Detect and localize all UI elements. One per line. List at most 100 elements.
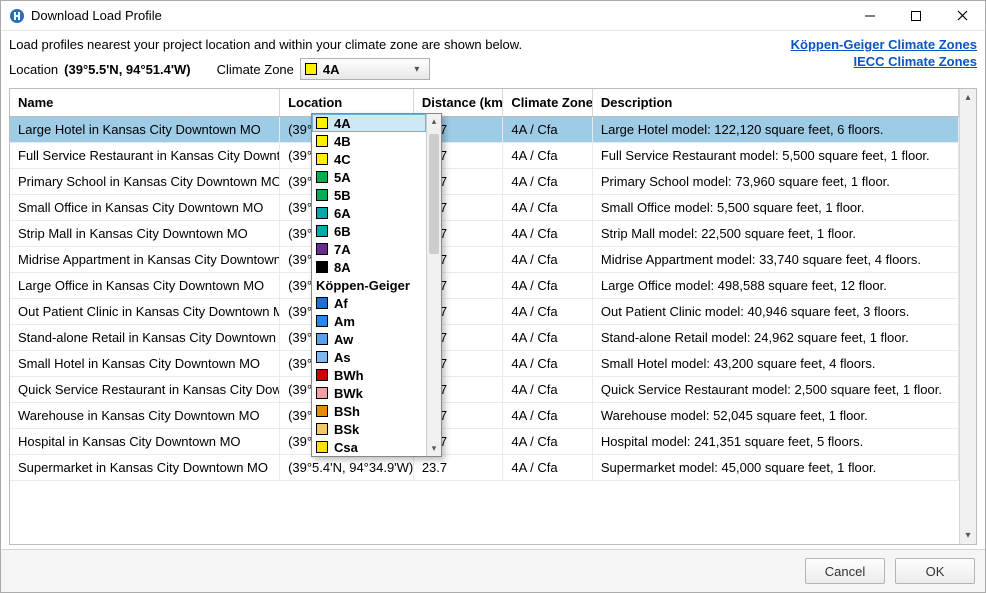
dropdown-item[interactable]: Am xyxy=(312,312,426,330)
scroll-down-icon[interactable]: ▾ xyxy=(427,441,441,456)
table-row[interactable]: Large Hotel in Kansas City Downtown MO(3… xyxy=(10,117,959,143)
cell-name: Midrise Appartment in Kansas City Downto… xyxy=(10,247,280,273)
koppen-link[interactable]: Köppen-Geiger Climate Zones xyxy=(791,37,977,52)
dropdown-item[interactable]: 6B xyxy=(312,222,426,240)
dropdown-item[interactable]: 5A xyxy=(312,168,426,186)
ok-button[interactable]: OK xyxy=(895,558,975,584)
dropdown-section-header: Köppen-Geiger xyxy=(312,276,426,294)
dropdown-item-label: 4C xyxy=(334,152,351,167)
col-header-description[interactable]: Description xyxy=(592,89,958,117)
table-row[interactable]: Out Patient Clinic in Kansas City Downto… xyxy=(10,299,959,325)
dropdown-item[interactable]: 6A xyxy=(312,204,426,222)
cell-zone: 4A / Cfa xyxy=(503,117,593,143)
dropdown-item[interactable]: 7A xyxy=(312,240,426,258)
dropdown-item-label: Aw xyxy=(334,332,353,347)
zone-swatch-icon xyxy=(316,225,328,237)
zone-swatch-icon xyxy=(316,261,328,273)
climate-zone-dropdown[interactable]: 4A4B4C5A5B6A6B7A8AKöppen-GeigerAfAmAwAsB… xyxy=(311,113,442,457)
dropdown-item[interactable]: 4B xyxy=(312,132,426,150)
table-row[interactable]: Strip Mall in Kansas City Downtown MO(39… xyxy=(10,221,959,247)
dropdown-item-label: 6A xyxy=(334,206,351,221)
zone-swatch-icon xyxy=(316,189,328,201)
dropdown-item[interactable]: 4C xyxy=(312,150,426,168)
zone-swatch-icon xyxy=(316,441,328,453)
cell-name: Full Service Restaurant in Kansas City D… xyxy=(10,143,280,169)
table-row[interactable]: Primary School in Kansas City Downtown M… xyxy=(10,169,959,195)
zone-swatch-icon xyxy=(316,315,328,327)
dropdown-item-label: BWk xyxy=(334,386,363,401)
cell-name: Quick Service Restaurant in Kansas City … xyxy=(10,377,280,403)
table-row[interactable]: Full Service Restaurant in Kansas City D… xyxy=(10,143,959,169)
cell-zone: 4A / Cfa xyxy=(503,325,593,351)
cancel-button[interactable]: Cancel xyxy=(805,558,885,584)
cell-name: Stand-alone Retail in Kansas City Downto… xyxy=(10,325,280,351)
col-header-zone[interactable]: Climate Zone xyxy=(503,89,593,117)
table-row[interactable]: Quick Service Restaurant in Kansas City … xyxy=(10,377,959,403)
window-title: Download Load Profile xyxy=(31,8,847,23)
scroll-up-icon[interactable]: ▴ xyxy=(960,89,976,106)
table-row[interactable]: Midrise Appartment in Kansas City Downto… xyxy=(10,247,959,273)
scrollbar-thumb[interactable] xyxy=(429,134,439,254)
zone-swatch-icon xyxy=(316,351,328,363)
dropdown-item-label: Af xyxy=(334,296,348,311)
cell-name: Large Office in Kansas City Downtown MO xyxy=(10,273,280,299)
cell-description: Large Office model: 498,588 square feet,… xyxy=(592,273,958,299)
dropdown-scrollbar[interactable]: ▴ ▾ xyxy=(426,114,441,456)
zone-swatch-icon xyxy=(316,333,328,345)
cell-name: Warehouse in Kansas City Downtown MO xyxy=(10,403,280,429)
maximize-button[interactable] xyxy=(893,1,939,31)
cell-zone: 4A / Cfa xyxy=(503,377,593,403)
dropdown-item[interactable]: BWh xyxy=(312,366,426,384)
cell-name: Out Patient Clinic in Kansas City Downto… xyxy=(10,299,280,325)
zone-swatch-icon xyxy=(316,369,328,381)
table-row[interactable]: Warehouse in Kansas City Downtown MO(39°… xyxy=(10,403,959,429)
climate-zone-label: Climate Zone xyxy=(217,62,294,77)
dropdown-item[interactable]: Aw xyxy=(312,330,426,348)
dropdown-item[interactable]: Af xyxy=(312,294,426,312)
dropdown-item[interactable]: 8A xyxy=(312,258,426,276)
dropdown-item[interactable]: BWk xyxy=(312,384,426,402)
iecc-link[interactable]: IECC Climate Zones xyxy=(791,54,977,69)
dialog-window: Download Load Profile Load profiles near… xyxy=(0,0,986,593)
zone-swatch-icon xyxy=(316,423,328,435)
dropdown-item[interactable]: BSh xyxy=(312,402,426,420)
dropdown-item[interactable]: 5B xyxy=(312,186,426,204)
dropdown-item-label: 6B xyxy=(334,224,351,239)
table-row[interactable]: Small Hotel in Kansas City Downtown MO(3… xyxy=(10,351,959,377)
dropdown-item-label: 4B xyxy=(334,134,351,149)
zone-swatch-icon xyxy=(316,297,328,309)
scroll-down-icon[interactable]: ▾ xyxy=(960,527,976,544)
table-row[interactable]: Stand-alone Retail in Kansas City Downto… xyxy=(10,325,959,351)
table-row[interactable]: Small Office in Kansas City Downtown MO(… xyxy=(10,195,959,221)
dropdown-item[interactable]: BSk xyxy=(312,420,426,438)
cell-name: Small Hotel in Kansas City Downtown MO xyxy=(10,351,280,377)
cell-zone: 4A / Cfa xyxy=(503,299,593,325)
cell-description: Full Service Restaurant model: 5,500 squ… xyxy=(592,143,958,169)
climate-zone-combobox[interactable]: 4A ▾ xyxy=(300,58,430,80)
cell-zone: 4A / Cfa xyxy=(503,429,593,455)
table-row[interactable]: Large Office in Kansas City Downtown MO(… xyxy=(10,273,959,299)
col-header-name[interactable]: Name xyxy=(10,89,280,117)
cell-description: Supermarket model: 45,000 square feet, 1… xyxy=(592,455,958,481)
cell-name: Small Office in Kansas City Downtown MO xyxy=(10,195,280,221)
scroll-up-icon[interactable]: ▴ xyxy=(427,114,441,129)
cell-description: Hospital model: 241,351 square feet, 5 f… xyxy=(592,429,958,455)
cell-zone: 4A / Cfa xyxy=(503,455,593,481)
dropdown-item[interactable]: As xyxy=(312,348,426,366)
cell-description: Warehouse model: 52,045 square feet, 1 f… xyxy=(592,403,958,429)
dropdown-item[interactable]: 4A xyxy=(312,114,426,132)
cell-zone: 4A / Cfa xyxy=(503,143,593,169)
table-scrollbar[interactable]: ▴ ▾ xyxy=(959,89,976,544)
cell-description: Large Hotel model: 122,120 square feet, … xyxy=(592,117,958,143)
links-area: Köppen-Geiger Climate Zones IECC Climate… xyxy=(791,37,977,69)
dropdown-item-label: BSh xyxy=(334,404,360,419)
minimize-button[interactable] xyxy=(847,1,893,31)
dropdown-item[interactable]: Csa xyxy=(312,438,426,456)
table-row[interactable]: Supermarket in Kansas City Downtown MO(3… xyxy=(10,455,959,481)
zone-swatch-icon xyxy=(316,405,328,417)
table-row[interactable]: Hospital in Kansas City Downtown MO(39°5… xyxy=(10,429,959,455)
cell-name: Supermarket in Kansas City Downtown MO xyxy=(10,455,280,481)
close-button[interactable] xyxy=(939,1,985,31)
cell-name: Large Hotel in Kansas City Downtown MO xyxy=(10,117,280,143)
dropdown-item-label: BSk xyxy=(334,422,359,437)
